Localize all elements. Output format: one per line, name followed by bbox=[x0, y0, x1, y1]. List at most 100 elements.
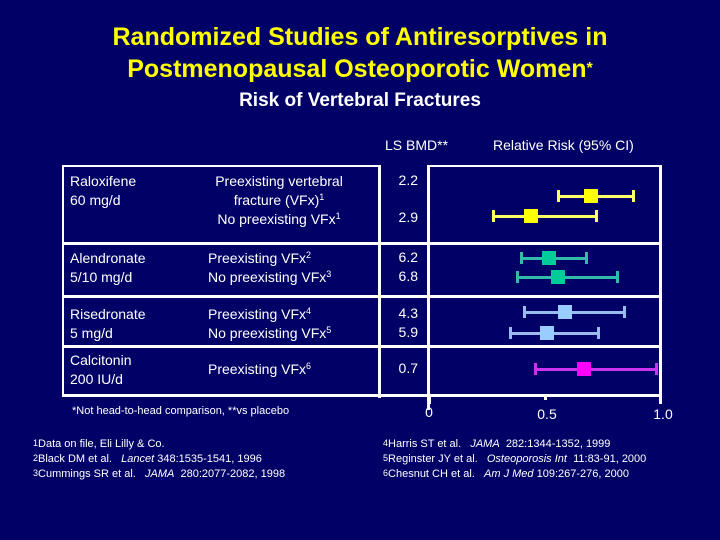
reference-superscript: 1 bbox=[319, 192, 325, 202]
bmd-value: 6.8 bbox=[398, 268, 418, 284]
drug-dose: 200 IU/d bbox=[70, 371, 123, 387]
condition-calcitonin: Preexisting VFx6 bbox=[208, 360, 311, 379]
reference-number: 6 bbox=[383, 468, 389, 478]
references-right: 4Harris ST et al. JAMA 282:1344-1352, 19… bbox=[383, 437, 646, 482]
reference-citation: 348:1535-1541, 1996 bbox=[157, 453, 262, 465]
condition-text: No preexisting VFx bbox=[208, 269, 327, 285]
drug-name: Alendronate bbox=[70, 250, 146, 266]
axis-tick-label: 0.5 bbox=[537, 406, 557, 422]
point-estimate-marker bbox=[551, 270, 566, 284]
reference-superscript: 3 bbox=[326, 269, 332, 279]
ci-whisker bbox=[493, 215, 596, 218]
condition-text: Preexisting VFx bbox=[208, 250, 307, 266]
condition-line: fracture (VFx)1 bbox=[200, 191, 358, 210]
condition-raloxifene: Preexisting vertebral fracture (VFx)1 No… bbox=[200, 172, 358, 229]
reference-number: 5 bbox=[383, 453, 389, 463]
axis-tick-label: 1.0 bbox=[653, 406, 673, 422]
point-estimate-marker bbox=[539, 326, 554, 340]
drug-dose: 5 mg/d bbox=[70, 325, 113, 341]
axis-tick-label: 0 bbox=[425, 404, 433, 420]
column-header-relative-risk: Relative Risk (95% CI) bbox=[493, 137, 634, 153]
chart-frame bbox=[427, 165, 662, 395]
reference-number: 1 bbox=[33, 438, 39, 448]
ci-cap-left bbox=[492, 210, 496, 222]
bmd-value: 2.9 bbox=[398, 209, 418, 225]
drug-calcitonin: Calcitonin 200 IU/d bbox=[70, 351, 131, 389]
drug-name: Risedronate bbox=[70, 306, 146, 322]
drug-name: Raloxifene bbox=[70, 173, 137, 189]
drug-alendronate: Alendronate 5/10 mg/d bbox=[70, 249, 146, 287]
bmd-value: 0.7 bbox=[398, 360, 418, 376]
point-estimate-marker bbox=[584, 189, 599, 203]
drug-name: Calcitonin bbox=[70, 352, 132, 368]
ci-cap-right bbox=[615, 271, 619, 283]
reference-authors: Cummings SR et al. bbox=[38, 468, 136, 480]
reference-citation: 280:2077-2082, 1998 bbox=[180, 468, 286, 480]
ci-cap-right bbox=[594, 210, 598, 222]
condition-text: Preexisting VFx bbox=[208, 306, 307, 322]
ci-cap-left bbox=[534, 363, 538, 375]
condition-text: Preexisting VFx bbox=[208, 361, 307, 377]
drug-dose: 60 mg/d bbox=[70, 192, 121, 208]
condition-line: No preexisting VFx3 bbox=[208, 268, 331, 287]
ci-cap-left bbox=[520, 252, 524, 264]
reference-superscript: 4 bbox=[306, 306, 312, 316]
column-header-ls-bmd: LS BMD** bbox=[385, 137, 449, 153]
condition-alendronate: Preexisting VFx2 No preexisting VFx3 bbox=[208, 249, 331, 287]
reference-citation: 11:83-91, 2000 bbox=[573, 453, 647, 465]
slide-title-line1: Randomized Studies of Antiresorptives in bbox=[112, 23, 608, 51]
reference-number: 4 bbox=[383, 438, 389, 448]
bmd-value: 2.2 bbox=[398, 172, 418, 188]
slide-subtitle: Risk of Vertebral Fractures bbox=[239, 90, 481, 111]
reference-authors: Black DM et al. bbox=[38, 453, 112, 465]
slide-title-line2: Postmenopausal Osteoporotic Women* bbox=[0, 54, 720, 84]
ci-whisker bbox=[516, 276, 617, 279]
condition-line: Preexisting VFx4 bbox=[208, 305, 331, 324]
reference-citation: 109:267-276, 2000 bbox=[536, 468, 629, 480]
condition-line: No preexisting VFx5 bbox=[208, 324, 331, 343]
ci-cap-left bbox=[508, 327, 512, 339]
reference-item: 2Black DM et al. Lancet 348:1535-1541, 1… bbox=[33, 452, 285, 467]
reference-authors: Harris ST et al. bbox=[388, 438, 462, 450]
bmd-value: 4.3 bbox=[398, 305, 418, 321]
references-left: 1Data on file, Eli Lilly & Co. 2Black DM… bbox=[33, 437, 285, 482]
condition-text: No preexisting VFx bbox=[208, 325, 327, 341]
ci-cap-right bbox=[632, 190, 636, 202]
reference-authors: Data on file, Eli Lilly & Co. bbox=[38, 438, 165, 450]
point-estimate-marker bbox=[523, 209, 538, 223]
reference-superscript: 1 bbox=[335, 211, 341, 221]
reference-journal: JAMA bbox=[145, 468, 175, 480]
bmd-value: 5.9 bbox=[398, 324, 418, 340]
reference-superscript: 6 bbox=[306, 361, 312, 371]
ci-whisker bbox=[535, 368, 657, 371]
reference-item: 6Chesnut CH et al. Am J Med 109:267-276,… bbox=[383, 467, 646, 482]
reference-superscript: 5 bbox=[326, 325, 332, 335]
ci-cap-left bbox=[515, 271, 519, 283]
condition-text: No preexisting VFx bbox=[217, 211, 336, 227]
condition-line: Preexisting vertebral bbox=[215, 173, 343, 189]
point-estimate-marker bbox=[542, 251, 557, 265]
reference-item: 4Harris ST et al. JAMA 282:1344-1352, 19… bbox=[383, 437, 646, 452]
reference-authors: Reginster JY et al. bbox=[388, 453, 478, 465]
reference-item: 1Data on file, Eli Lilly & Co. bbox=[33, 437, 285, 452]
condition-line: Preexisting VFx6 bbox=[208, 360, 311, 379]
bmd-column-left-border bbox=[378, 165, 381, 395]
axis-minor-tick bbox=[378, 394, 381, 398]
axis-line bbox=[62, 394, 662, 397]
ci-cap-right bbox=[597, 327, 601, 339]
ci-cap-right bbox=[622, 306, 626, 318]
ci-whisker bbox=[523, 311, 624, 314]
condition-line: Preexisting VFx2 bbox=[208, 249, 331, 268]
reference-number: 3 bbox=[33, 468, 39, 478]
ci-cap-right bbox=[585, 252, 589, 264]
reference-item: 5Reginster JY et al. Osteoporosis Int 11… bbox=[383, 452, 646, 467]
reference-number: 2 bbox=[33, 453, 39, 463]
drug-risedronate: Risedronate 5 mg/d bbox=[70, 305, 146, 343]
slide-title-text: Postmenopausal Osteoporotic Women bbox=[127, 55, 587, 83]
condition-line: No preexisting VFx1 bbox=[200, 210, 358, 229]
axis-tick-0 bbox=[428, 394, 431, 404]
reference-item: 3Cummings SR et al. JAMA 280:2077-2082, … bbox=[33, 467, 285, 482]
comparison-footnote: *Not head-to-head comparison, **vs place… bbox=[72, 405, 290, 417]
chart-zero-axis-line bbox=[427, 165, 430, 410]
row-divider-3 bbox=[62, 345, 662, 348]
